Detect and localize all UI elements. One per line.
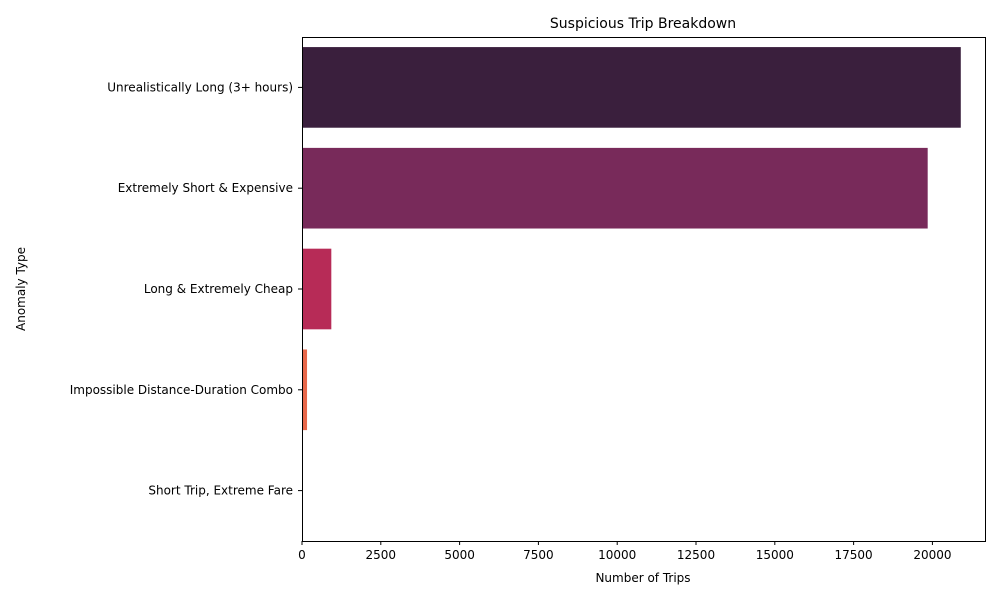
y-axis-label: Anomaly Type — [14, 247, 28, 331]
x-tick-label: 2500 — [366, 548, 397, 562]
x-tick-label: 5000 — [444, 548, 475, 562]
y-tick-label: Impossible Distance-Duration Combo — [70, 383, 293, 397]
y-tick-label: Long & Extremely Cheap — [144, 282, 293, 296]
bar — [302, 148, 928, 229]
y-tick-label: Extremely Short & Expensive — [118, 181, 293, 195]
chart-title: Suspicious Trip Breakdown — [550, 16, 736, 32]
bar — [302, 47, 961, 128]
x-tick-label: 12500 — [677, 548, 715, 562]
bars-layer — [302, 47, 961, 531]
x-tick-label: 17500 — [835, 548, 873, 562]
x-axis-ticks: 0 2500 5000 7500 10000 12500 15000 17500 20000 — [298, 541, 951, 562]
x-axis-label: Number of Trips — [595, 571, 690, 585]
x-tick-label: 0 — [298, 548, 306, 562]
x-tick-label: 7500 — [523, 548, 554, 562]
x-tick-label: 10000 — [598, 548, 636, 562]
x-tick-label: 15000 — [756, 548, 794, 562]
bar — [302, 249, 331, 330]
y-tick-label: Unrealistically Long (3+ hours) — [107, 80, 293, 94]
y-axis-ticks: Unrealistically Long (3+ hours) Extremely… — [70, 80, 302, 497]
x-tick-label: 20000 — [913, 548, 951, 562]
y-tick-label: Short Trip, Extreme Fare — [148, 484, 293, 498]
